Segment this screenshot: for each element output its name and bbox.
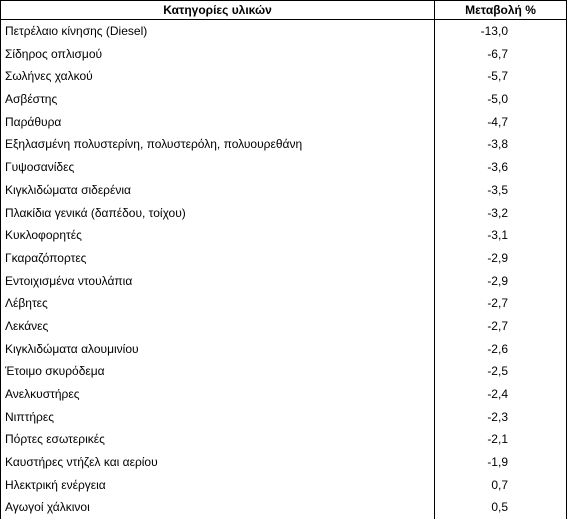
row-change: -4,7 — [435, 110, 567, 134]
table-row: Σωλήνες χαλκού -5,7 — [0, 65, 567, 89]
row-change: -3,5 — [435, 178, 567, 202]
row-change: -1,9 — [435, 451, 567, 474]
table-row: Εξηλασμένη πολυστερίνη, πολυστερόλη, πολ… — [0, 133, 567, 157]
table-row: Νιπτήρες -2,3 — [0, 405, 567, 429]
row-category: Εξηλασμένη πολυστερίνη, πολυστερόλη, πολ… — [0, 133, 435, 157]
row-change: 0,7 — [435, 473, 567, 497]
row-change: -2,4 — [435, 383, 567, 406]
table-row: Κιγκλιδώματα σιδερένια -3,5 — [0, 178, 567, 202]
row-category: Αγωγοί χάλκινοι — [0, 496, 435, 519]
row-category: Κιγκλιδώματα αλουμινίου — [0, 337, 435, 361]
row-change: -2,9 — [435, 246, 567, 270]
table-row: Καυστήρες ντήζελ και αερίου -1,9 — [0, 451, 567, 474]
header-category: Κατηγορίες υλικών — [0, 1, 435, 19]
row-change: -6,7 — [435, 42, 567, 66]
row-change: -2,5 — [435, 360, 567, 383]
table-row: Πετρέλαιο κίνησης (Diesel) -13,0 — [0, 20, 567, 43]
row-category: Κυκλοφορητές — [0, 224, 435, 247]
row-category: Γυψοσανίδες — [0, 156, 435, 179]
row-change: -2,6 — [435, 337, 567, 361]
row-category: Πετρέλαιο κίνησης (Diesel) — [0, 20, 435, 43]
row-change: -2,7 — [435, 314, 567, 338]
row-change: -2,9 — [435, 269, 567, 293]
row-change: -3,8 — [435, 133, 567, 157]
table-row: Πόρτες εσωτερικές -2,1 — [0, 428, 567, 452]
table-row: Κιγκλιδώματα αλουμινίου -2,6 — [0, 337, 567, 361]
row-category: Ηλεκτρική ενέργεια — [0, 473, 435, 497]
row-category: Σίδηρος οπλισμού — [0, 42, 435, 66]
table-header: Κατηγορίες υλικών Μεταβολή % — [0, 0, 567, 20]
table-row: Έτοιμο σκυρόδεμα -2,5 — [0, 360, 567, 383]
table-row: Ανελκυστήρες -2,4 — [0, 383, 567, 406]
row-category: Σωλήνες χαλκού — [0, 65, 435, 89]
row-category: Ασβέστης — [0, 88, 435, 111]
row-category: Πόρτες εσωτερικές — [0, 428, 435, 452]
row-category: Ανελκυστήρες — [0, 383, 435, 406]
row-change: -2,7 — [435, 292, 567, 315]
table-row: Λεκάνες -2,7 — [0, 314, 567, 338]
header-change: Μεταβολή % — [435, 1, 567, 19]
table-row: Ασβέστης -5,0 — [0, 88, 567, 111]
row-category: Καυστήρες ντήζελ και αερίου — [0, 451, 435, 474]
row-change: -3,6 — [435, 156, 567, 179]
row-change: -3,1 — [435, 224, 567, 247]
row-change: -13,0 — [435, 20, 567, 43]
table-row: Σίδηρος οπλισμού -6,7 — [0, 42, 567, 66]
row-category: Νιπτήρες — [0, 405, 435, 429]
row-category: Λεκάνες — [0, 314, 435, 338]
row-change: -2,1 — [435, 428, 567, 452]
row-category: Πλακίδια γενικά (δαπέδου, τοίχου) — [0, 201, 435, 225]
row-category: Κιγκλιδώματα σιδερένια — [0, 178, 435, 202]
table-body: Πετρέλαιο κίνησης (Diesel) -13,0 Σίδηρος ο… — [0, 20, 567, 519]
row-category: Γκαραζόπορτες — [0, 246, 435, 270]
row-change: -3,2 — [435, 201, 567, 225]
row-change: -2,3 — [435, 405, 567, 429]
table-row: Λέβητες -2,7 — [0, 292, 567, 315]
table-row: Εντοιχισμένα ντουλάπια -2,9 — [0, 269, 567, 293]
table-row: Γκαραζόπορτες -2,9 — [0, 246, 567, 270]
row-category: Εντοιχισμένα ντουλάπια — [0, 269, 435, 293]
row-category: Παράθυρα — [0, 110, 435, 134]
table-row: Ηλεκτρική ενέργεια 0,7 — [0, 473, 567, 497]
row-change: -5,0 — [435, 88, 567, 111]
table-row: Παράθυρα -4,7 — [0, 110, 567, 134]
table-row: Γυψοσανίδες -3,6 — [0, 156, 567, 179]
row-category: Έτοιμο σκυρόδεμα — [0, 360, 435, 383]
table-row: Κυκλοφορητές -3,1 — [0, 224, 567, 247]
row-category: Λέβητες — [0, 292, 435, 315]
table-row: Πλακίδια γενικά (δαπέδου, τοίχου) -3,2 — [0, 201, 567, 225]
row-change: -5,7 — [435, 65, 567, 89]
